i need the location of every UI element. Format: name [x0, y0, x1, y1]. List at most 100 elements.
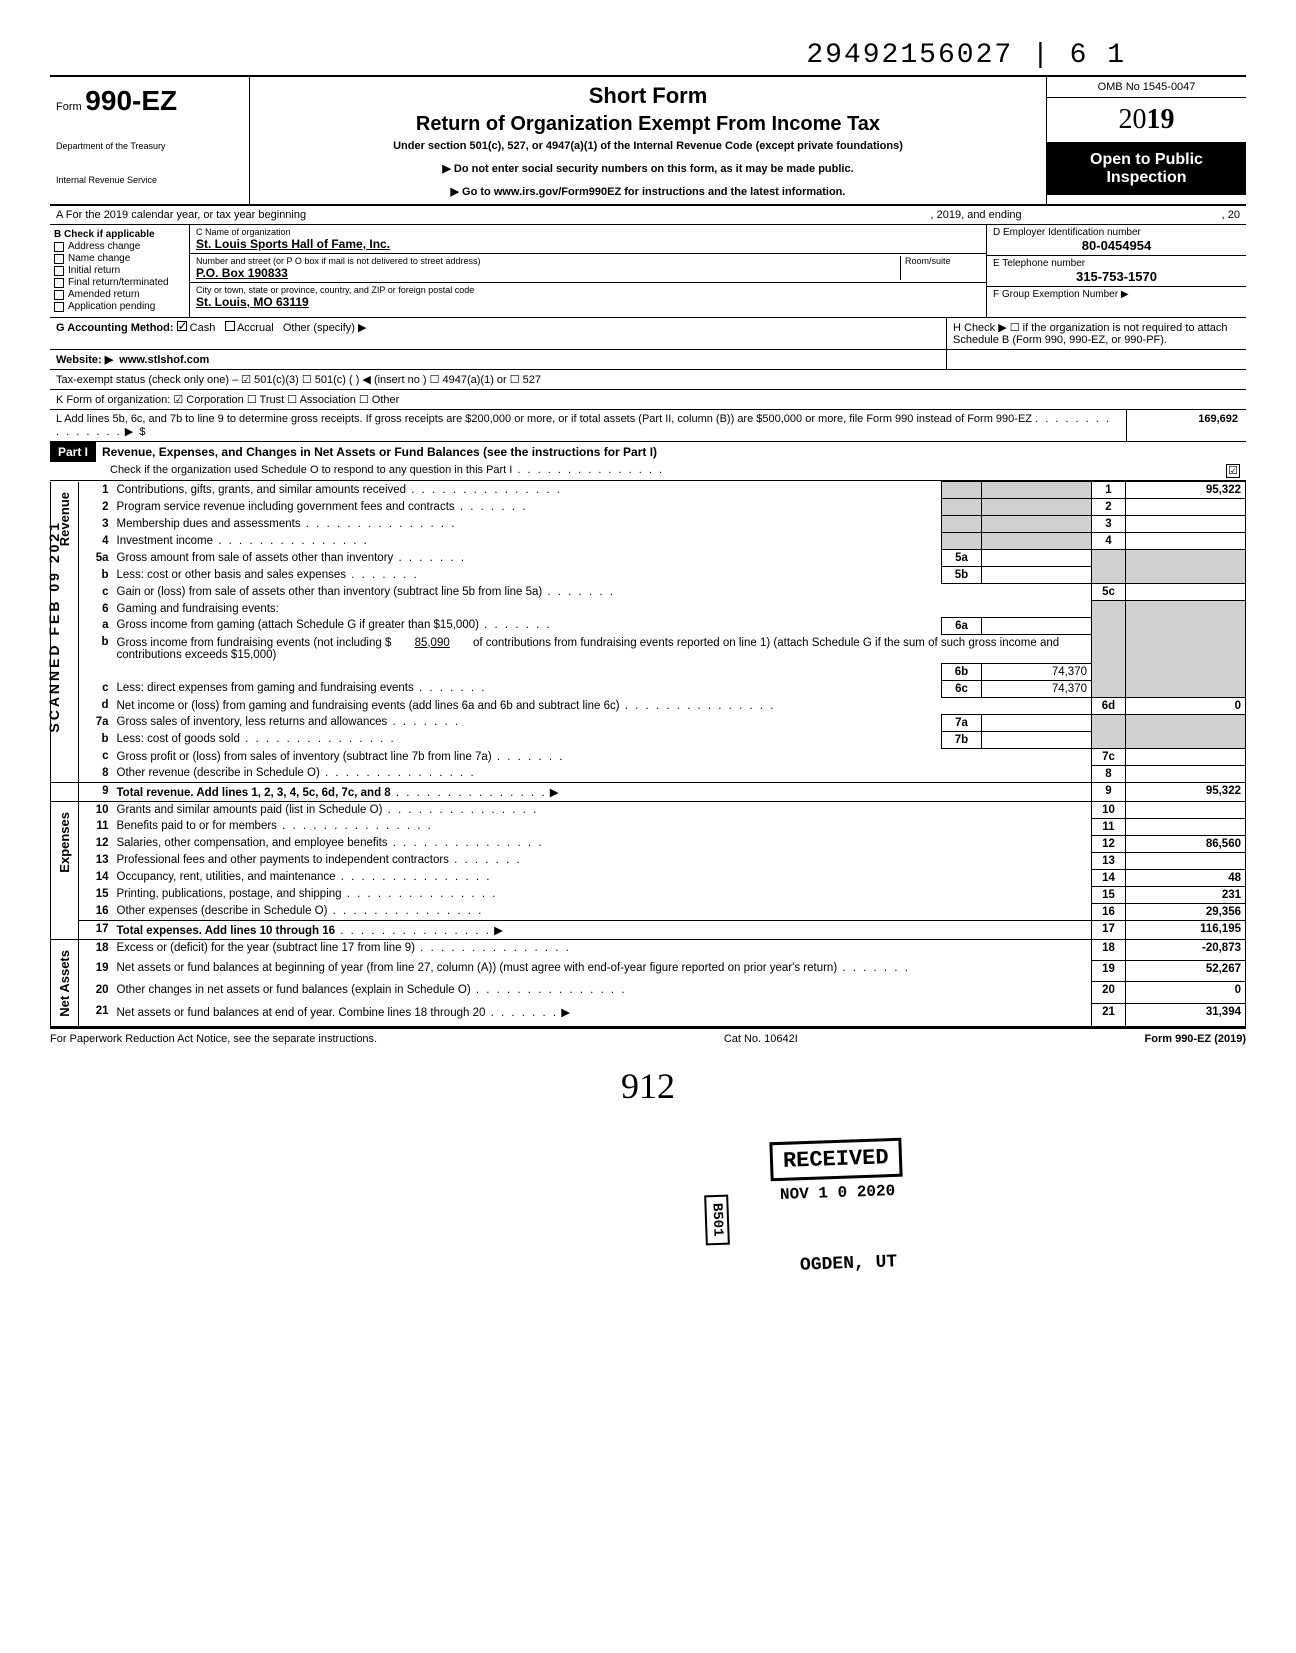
line-19: 19Net assets or fund balances at beginni… [51, 960, 1246, 981]
line-6a: aGross income from gaming (attach Schedu… [51, 617, 1246, 634]
top-document-number: 29492156027 | 6 1 [50, 40, 1126, 71]
netassets-side-label: Net Assets [55, 942, 74, 1025]
line-21: 21Net assets or fund balances at end of … [51, 1003, 1246, 1026]
row-a-text: A For the 2019 calendar year, or tax yea… [56, 209, 306, 221]
chk-address-change[interactable]: Address change [54, 241, 185, 252]
chk-accrual[interactable] [225, 321, 235, 331]
section-bcd: B Check if applicable Address change Nam… [50, 225, 1246, 318]
stamp-b501: B501 [704, 1195, 730, 1245]
line-7b: bLess: cost of goods sold7b [51, 731, 1246, 748]
chk-final-return[interactable]: Final return/terminated [54, 277, 185, 288]
dept-irs: Internal Revenue Service [56, 175, 243, 185]
line-12: 12Salaries, other compensation, and empl… [51, 835, 1246, 852]
tax-exempt-status: Tax-exempt status (check only one) – ☑ 5… [50, 370, 1246, 389]
line-l-text: L Add lines 5b, 6c, and 7b to line 9 to … [50, 410, 1126, 441]
other-specify: Other (specify) ▶ [283, 322, 367, 334]
revenue-side-label: Revenue [55, 484, 74, 554]
part-i-header: Part I Revenue, Expenses, and Changes in… [50, 442, 1246, 481]
city-label: City or town, state or province, country… [196, 285, 980, 295]
accounting-method: G Accounting Method: Cash Accrual Other … [50, 318, 946, 349]
line-10: Expenses 10Grants and similar amounts pa… [51, 801, 1246, 818]
line-6: 6Gaming and fundraising events: [51, 601, 1246, 618]
row-a-mid: , 2019, and ending [931, 209, 1022, 221]
line-6d: dNet income or (loss) from gaming and fu… [51, 697, 1246, 714]
line-6c: cLess: direct expenses from gaming and f… [51, 680, 1246, 697]
form-wrapper: SCANNED FEB 09 2021 29492156027 | 6 1 Fo… [50, 40, 1246, 1107]
instruction-1: ▶ Do not enter social security numbers o… [262, 162, 1034, 175]
line-20: 20Other changes in net assets or fund ba… [51, 982, 1246, 1003]
stamp-ogden: OGDEN, UT [790, 1248, 908, 1280]
group-exemption: F Group Exemption Number ▶ [987, 287, 1246, 302]
line-9: 9Total revenue. Add lines 1, 2, 3, 4, 5c… [51, 782, 1246, 801]
col-d: D Employer Identification number 80-0454… [986, 225, 1246, 317]
omb-number: OMB No 1545-0047 [1047, 77, 1246, 98]
line-l-value: 169,692 [1126, 410, 1246, 441]
tel-block: E Telephone number 315-753-1570 [987, 256, 1246, 287]
city: St. Louis, MO 63119 [196, 295, 980, 309]
line-5a: 5aGross amount from sale of assets other… [51, 550, 1246, 567]
city-block: City or town, state or province, country… [190, 283, 986, 311]
line-15: 15Printing, publications, postage, and s… [51, 886, 1246, 903]
form-number: 990-EZ [85, 85, 177, 116]
org-name: St. Louis Sports Hall of Fame, Inc. [196, 237, 980, 251]
line-8: 8Other revenue (describe in Schedule O)8 [51, 765, 1246, 782]
chk-application-pending[interactable]: Application pending [54, 301, 185, 312]
row-website: Website: ▶ www.stlshof.com [50, 350, 1246, 370]
line-6b-1: bGross income from fundraising events (n… [51, 634, 1246, 663]
open-to-public: Open to Public Inspection [1047, 143, 1246, 195]
lines-table: Revenue 1Contributions, gifts, grants, a… [50, 481, 1246, 1027]
line-6b-2: 6b74,370 [51, 663, 1246, 680]
website-value: www.stlshof.com [119, 354, 209, 366]
row-gh: G Accounting Method: Cash Accrual Other … [50, 318, 1246, 350]
row-l: L Add lines 5b, 6c, and 7b to line 9 to … [50, 410, 1246, 442]
tel: 315-753-1570 [993, 269, 1240, 284]
stamp-date: NOV 1 0 2020 [770, 1178, 906, 1209]
addr: P.O. Box 190833 [196, 266, 900, 280]
line-11: 11Benefits paid to or for members11 [51, 818, 1246, 835]
org-name-label: C Name of organization [196, 227, 980, 237]
line-18: Net Assets 18Excess or (deficit) for the… [51, 939, 1246, 960]
tel-label: E Telephone number [993, 258, 1240, 269]
website-label: Website: ▶ [56, 354, 113, 366]
chk-initial-return[interactable]: Initial return [54, 265, 185, 276]
ein-label: D Employer Identification number [993, 227, 1240, 238]
line-13: 13Professional fees and other payments t… [51, 852, 1246, 869]
part-i-check-o: Check if the organization used Schedule … [50, 462, 1246, 480]
footer-mid: Cat No. 10642I [724, 1033, 798, 1045]
chk-name-change[interactable]: Name change [54, 253, 185, 264]
line-5b: bLess: cost or other basis and sales exp… [51, 567, 1246, 584]
line-16: 16Other expenses (describe in Schedule O… [51, 903, 1246, 920]
row-a: A For the 2019 calendar year, or tax yea… [50, 206, 1246, 225]
line-1: Revenue 1Contributions, gifts, grants, a… [51, 482, 1246, 499]
form-prefix: Form [56, 101, 82, 113]
chk-cash[interactable] [177, 321, 187, 331]
part-i-title: Revenue, Expenses, and Changes in Net As… [96, 442, 1246, 462]
check-o-box[interactable]: ☑ [1226, 464, 1240, 478]
col-b: B Check if applicable Address change Nam… [50, 225, 190, 317]
subtitle: Under section 501(c), 527, or 4947(a)(1)… [262, 140, 1034, 152]
col-c: C Name of organization St. Louis Sports … [190, 225, 986, 317]
addr-block: Number and street (or P O box if mail is… [190, 254, 986, 283]
line-7a: 7aGross sales of inventory, less returns… [51, 714, 1246, 731]
line-14: 14Occupancy, rent, utilities, and mainte… [51, 869, 1246, 886]
line-4: 4Investment income4 [51, 533, 1246, 550]
ein: 80-0454954 [993, 238, 1240, 253]
dept-treasury: Department of the Treasury [56, 141, 243, 151]
form-header: Form 990-EZ Department of the Treasury I… [50, 75, 1246, 206]
instruction-2: ▶ Go to www.irs.gov/Form990EZ for instru… [262, 185, 1034, 198]
tax-year: 20201919 [1047, 98, 1246, 143]
row-formorg: K Form of organization: ☑ Corporation ☐ … [50, 390, 1246, 410]
row-taxexempt: Tax-exempt status (check only one) – ☑ 5… [50, 370, 1246, 390]
ein-block: D Employer Identification number 80-0454… [987, 225, 1246, 256]
row-a-end: , 20 [1222, 209, 1240, 221]
chk-amended-return[interactable]: Amended return [54, 289, 185, 300]
header-right: OMB No 1545-0047 20201919 Open to Public… [1046, 77, 1246, 204]
footer-right: Form 990-EZ (2019) [1145, 1033, 1246, 1045]
schedule-b-check: H Check ▶ ☐ if the organization is not r… [946, 318, 1246, 349]
expenses-side-label: Expenses [55, 804, 74, 881]
line-2: 2Program service revenue including gover… [51, 499, 1246, 516]
header-middle: Short Form Return of Organization Exempt… [250, 77, 1046, 204]
footer: For Paperwork Reduction Act Notice, see … [50, 1027, 1246, 1045]
part-i-label: Part I [50, 442, 96, 462]
room-label: Room/suite [905, 256, 980, 266]
